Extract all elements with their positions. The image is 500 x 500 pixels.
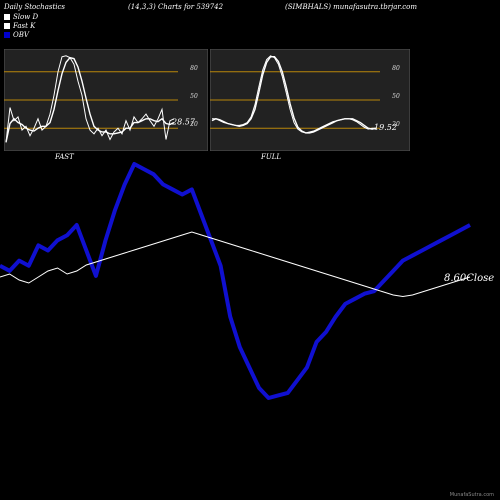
legend-obv: OBV — [4, 30, 29, 39]
fast-level-label-20: 20 — [189, 121, 198, 128]
full-panel-title: FULL — [261, 153, 282, 161]
price-obv-panel: 8.60Close — [0, 162, 494, 400]
legend-swatch-obv — [4, 31, 10, 38]
fast-level-label-80: 80 — [190, 65, 198, 72]
legend-label-obv: OBV — [13, 30, 29, 39]
full-level-label-80: 80 — [392, 65, 400, 72]
legend-fast-k: Fast K — [4, 21, 35, 30]
header-left: Daily Stochastics — [4, 3, 66, 11]
full-series-line-1 — [211, 56, 377, 134]
fast-value-label: 28.57 — [171, 118, 196, 127]
legend-slow-d: Slow D — [4, 12, 38, 21]
fast-panel-title: FAST — [55, 153, 74, 161]
legend-label-slow-d: Slow D — [13, 12, 39, 21]
legend-label-fast-k: Fast K — [13, 21, 36, 30]
full-value-label: 19.52 — [374, 123, 397, 132]
credit-text: MunafaSutra.com — [449, 492, 494, 498]
price-line — [0, 231, 471, 298]
price-label: 8.60Close — [444, 273, 494, 284]
fast-series-line-0 — [5, 55, 175, 143]
legend-swatch-slow-d — [4, 13, 10, 20]
header-center: (14,3,3) Charts for 539742 — [128, 3, 224, 11]
full-level-label-20: 20 — [391, 121, 400, 128]
legend-swatch-fast-k — [4, 22, 10, 29]
obv-line — [0, 162, 471, 400]
fast-series-line-1 — [5, 56, 175, 143]
full-level-label-50: 50 — [392, 93, 400, 100]
fast-level-label-50: 50 — [190, 93, 198, 100]
header-right: (SIMBHALS) munafasutra.tbrjar.com — [285, 3, 417, 11]
